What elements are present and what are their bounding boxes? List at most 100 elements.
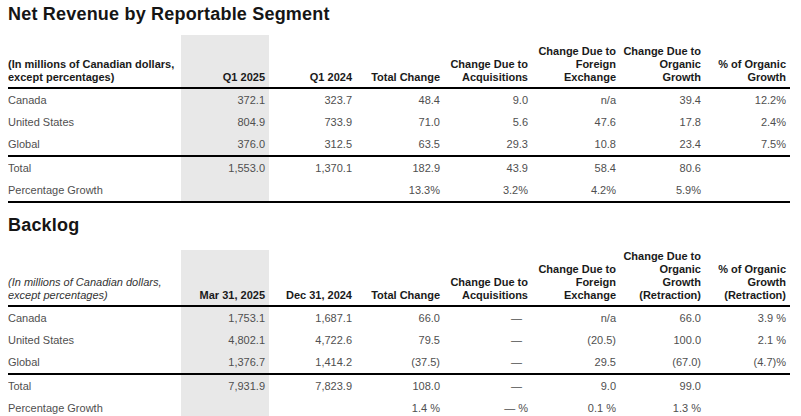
table-row-total: Total 7,931.9 7,823.9 108.0 — 9.0 99.0 <box>8 374 790 397</box>
value-cell: 5.9% <box>620 179 705 202</box>
column-header-change-acquisitions: Change Due to Acquisitions <box>444 35 532 88</box>
value-cell <box>705 374 790 397</box>
value-cell <box>269 397 356 416</box>
report-page: { "colors": { "shaded_column": "#e8e8e8"… <box>0 0 801 416</box>
row-label: Global <box>8 351 181 374</box>
table-row-canada: Canada 1,753.1 1,687.1 66.0 — n/a 66.0 3… <box>8 306 790 329</box>
value-cell: 7.5% <box>705 133 790 156</box>
row-label: United States <box>8 111 181 133</box>
value-cell: 7,823.9 <box>269 374 356 397</box>
value-cell: — <box>444 374 532 397</box>
value-cell: 1,414.2 <box>269 351 356 374</box>
value-cell: 312.5 <box>269 133 356 156</box>
value-cell <box>705 179 790 202</box>
value-cell: 71.0 <box>356 111 444 133</box>
value-cell <box>269 179 356 202</box>
value-cell <box>705 397 790 416</box>
value-cell: 47.6 <box>532 111 620 133</box>
table-caption: (In millions of Canadian dollars, except… <box>8 35 181 88</box>
column-header-pct-organic-growth: % of Organic Growth <box>705 35 790 88</box>
value-cell <box>181 179 269 202</box>
value-cell: 1,753.1 <box>181 306 269 329</box>
value-cell: 5.6 <box>444 111 532 133</box>
value-cell: 7,931.9 <box>181 374 269 397</box>
value-cell: — <box>444 329 532 351</box>
value-cell: 66.0 <box>356 306 444 329</box>
column-header-change-organic-growth: Change Due to Organic Growth <box>620 35 705 88</box>
value-cell: 1.4 % <box>356 397 444 416</box>
value-cell: 4,802.1 <box>181 329 269 351</box>
net-revenue-table: (In millions of Canadian dollars, except… <box>8 35 790 203</box>
column-header-pct-organic-growth-retraction: % of Organic Growth (Retraction) <box>705 250 790 306</box>
value-cell: 80.6 <box>620 156 705 179</box>
value-cell: (67.0) <box>620 351 705 374</box>
value-cell: 13.3% <box>356 179 444 202</box>
value-cell: — <box>444 306 532 329</box>
value-cell: 182.9 <box>356 156 444 179</box>
column-header-q1-2025: Q1 2025 <box>181 35 269 88</box>
value-cell: 17.8 <box>620 111 705 133</box>
value-cell: — % <box>444 397 532 416</box>
column-header-mar-31-2025: Mar 31, 2025 <box>181 250 269 306</box>
value-cell: 2.4% <box>705 111 790 133</box>
value-cell: 48.4 <box>356 88 444 111</box>
header-row: (In millions of Canadian dollars, except… <box>8 35 790 88</box>
section-title-backlog: Backlog <box>8 214 79 236</box>
value-cell: (20.5) <box>532 329 620 351</box>
column-header-q1-2024: Q1 2024 <box>269 35 356 88</box>
backlog-table-container: (In millions of Canadian dollars, except… <box>8 250 790 416</box>
value-cell: 4,722.6 <box>269 329 356 351</box>
value-cell: 108.0 <box>356 374 444 397</box>
value-cell: 10.8 <box>532 133 620 156</box>
column-header-dec-31-2024: Dec 31, 2024 <box>269 250 356 306</box>
value-cell: 3.9 % <box>705 306 790 329</box>
table-row-canada: Canada 372.1 323.7 48.4 9.0 n/a 39.4 12.… <box>8 88 790 111</box>
value-cell: 1,370.1 <box>269 156 356 179</box>
value-cell: 2.1 % <box>705 329 790 351</box>
value-cell: 9.0 <box>532 374 620 397</box>
table-row-united-states: United States 804.9 733.9 71.0 5.6 47.6 … <box>8 111 790 133</box>
value-cell: 3.2% <box>444 179 532 202</box>
value-cell: 372.1 <box>181 88 269 111</box>
value-cell: 99.0 <box>620 374 705 397</box>
value-cell: 733.9 <box>269 111 356 133</box>
value-cell: 1.3 % <box>620 397 705 416</box>
value-cell: 43.9 <box>444 156 532 179</box>
value-cell: 100.0 <box>620 329 705 351</box>
value-cell <box>181 397 269 416</box>
row-label: Total <box>8 156 181 179</box>
value-cell: 12.2% <box>705 88 790 111</box>
row-label: Total <box>8 374 181 397</box>
value-cell: (37.5) <box>356 351 444 374</box>
column-header-change-organic-growth-retraction: Change Due to Organic Growth (Retraction… <box>620 250 705 306</box>
column-header-total-change: Total Change <box>356 35 444 88</box>
value-cell: 29.3 <box>444 133 532 156</box>
column-header-change-foreign-exchange: Change Due to Foreign Exchange <box>532 250 620 306</box>
row-label: United States <box>8 329 181 351</box>
value-cell: (4.7)% <box>705 351 790 374</box>
value-cell: 323.7 <box>269 88 356 111</box>
value-cell: 376.0 <box>181 133 269 156</box>
value-cell: 23.4 <box>620 133 705 156</box>
section-title-net-revenue: Net Revenue by Reportable Segment <box>8 3 330 25</box>
value-cell: 79.5 <box>356 329 444 351</box>
value-cell: 804.9 <box>181 111 269 133</box>
net-revenue-table-container: (In millions of Canadian dollars, except… <box>8 35 790 203</box>
value-cell: 58.4 <box>532 156 620 179</box>
value-cell: 66.0 <box>620 306 705 329</box>
value-cell: 29.5 <box>532 351 620 374</box>
row-label: Percentage Growth <box>8 397 181 416</box>
value-cell: 1,687.1 <box>269 306 356 329</box>
column-header-change-acquisitions: Change Due to Acquisitions <box>444 250 532 306</box>
value-cell: 1,553.0 <box>181 156 269 179</box>
table-row-global: Global 376.0 312.5 63.5 29.3 10.8 23.4 7… <box>8 133 790 156</box>
value-cell: 39.4 <box>620 88 705 111</box>
value-cell: n/a <box>532 88 620 111</box>
table-row-united-states: United States 4,802.1 4,722.6 79.5 — (20… <box>8 329 790 351</box>
table-caption: (In millions of Canadian dollars, except… <box>8 250 181 306</box>
table-row-percentage-growth: Percentage Growth 13.3% 3.2% 4.2% 5.9% <box>8 179 790 202</box>
header-row: (In millions of Canadian dollars, except… <box>8 250 790 306</box>
table-row-total: Total 1,553.0 1,370.1 182.9 43.9 58.4 80… <box>8 156 790 179</box>
column-header-total-change: Total Change <box>356 250 444 306</box>
value-cell: 63.5 <box>356 133 444 156</box>
